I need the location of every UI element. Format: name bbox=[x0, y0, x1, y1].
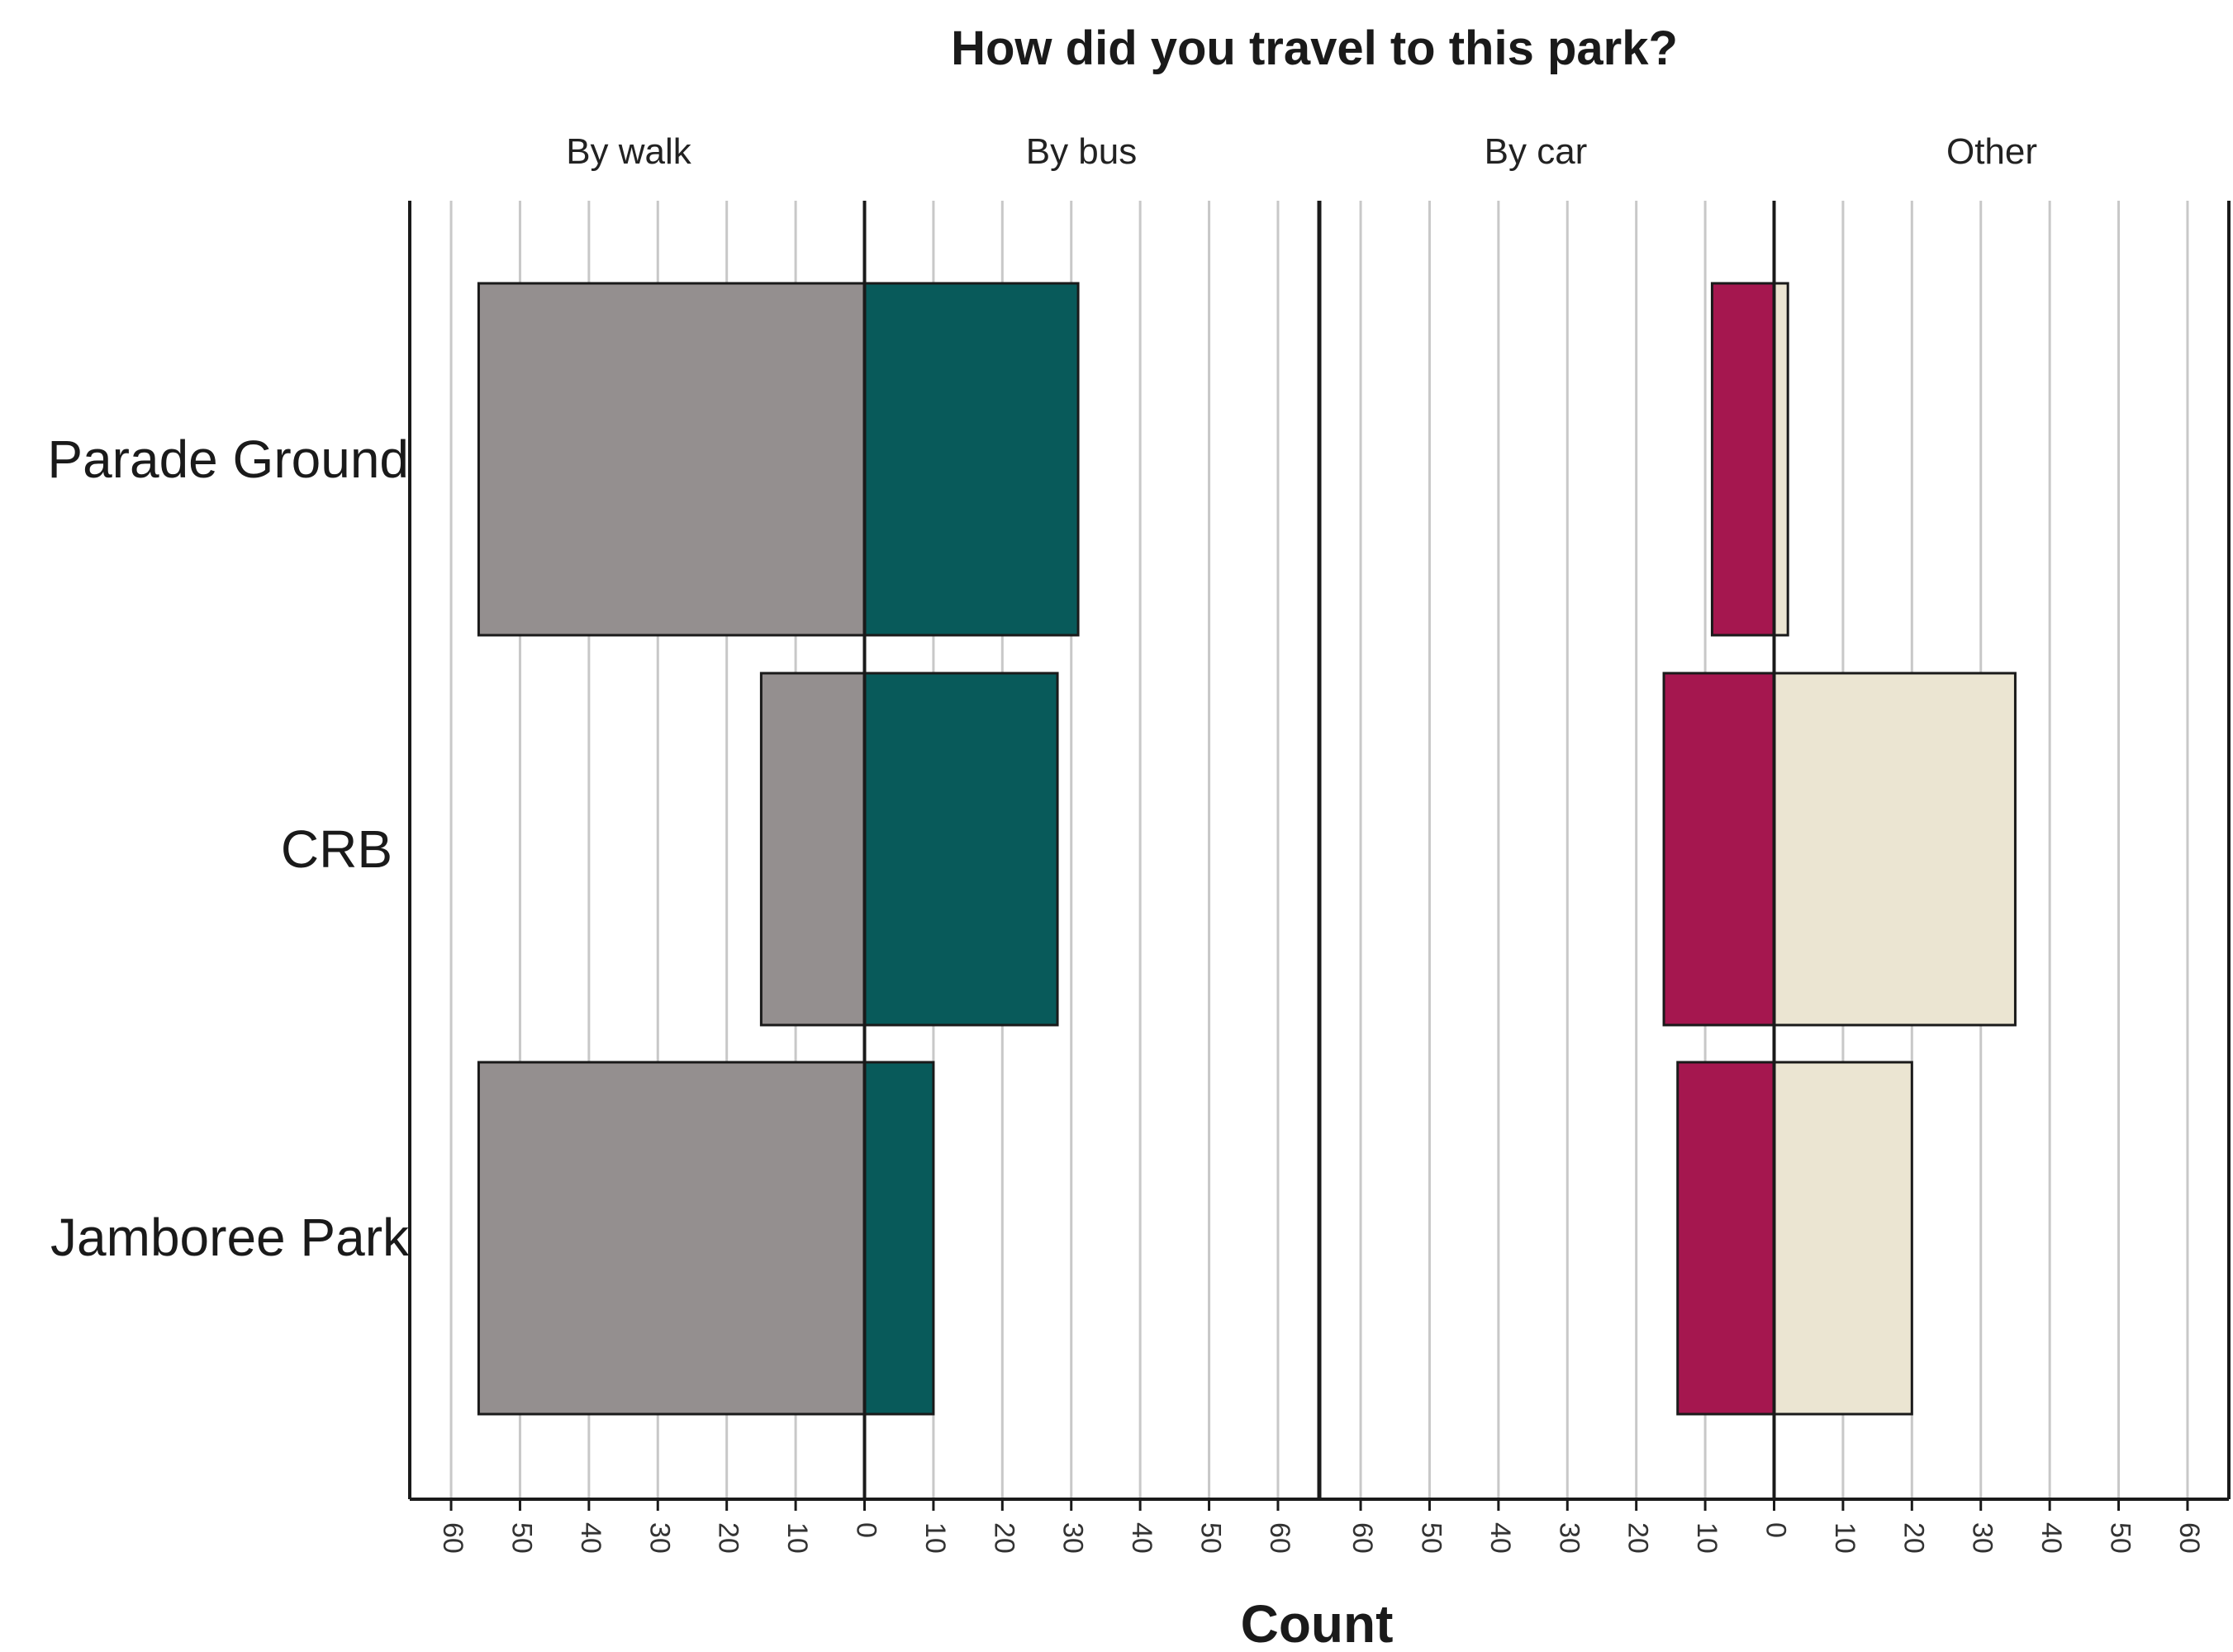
tick-label: 20 bbox=[1898, 1522, 1929, 1554]
tick-label: 60 bbox=[1347, 1522, 1378, 1554]
tick-label: 40 bbox=[575, 1522, 606, 1554]
x-axis-label: Count bbox=[1241, 1594, 1394, 1652]
tick-label: 0 bbox=[1760, 1522, 1792, 1538]
tick-label: 10 bbox=[1691, 1522, 1722, 1554]
bar-by-walk bbox=[761, 673, 864, 1025]
tick-label: 30 bbox=[1057, 1522, 1089, 1554]
tick-label: 20 bbox=[1622, 1522, 1654, 1554]
panel-label-by-car: By car bbox=[1485, 131, 1588, 172]
panel-label-other: Other bbox=[1946, 131, 2037, 172]
tick-label: 10 bbox=[919, 1522, 951, 1554]
tick-label: 60 bbox=[437, 1522, 468, 1554]
bar-by-walk bbox=[478, 1062, 864, 1414]
bar-by-car bbox=[1712, 283, 1774, 635]
bar-other bbox=[1775, 673, 2016, 1025]
tick-label: 20 bbox=[988, 1522, 1019, 1554]
tick-label: 20 bbox=[713, 1522, 744, 1554]
bar-by-walk bbox=[478, 283, 864, 635]
panel-label-by-walk: By walk bbox=[566, 131, 692, 172]
bar-by-car bbox=[1664, 673, 1774, 1025]
x-ticks: 60 50 40 30 20 10 0 10 20 30 40 50 60 60 50 40 30 20 10 0 10… bbox=[437, 1499, 2205, 1554]
tick-label: 50 bbox=[1195, 1522, 1227, 1554]
tick-label: 30 bbox=[1553, 1522, 1584, 1554]
category-label-jamboree-park: Jamboree Park bbox=[50, 1208, 410, 1267]
tick-label: 50 bbox=[506, 1522, 537, 1554]
tick-label: 10 bbox=[1829, 1522, 1860, 1554]
bar-by-bus bbox=[865, 1062, 934, 1414]
bar-by-bus bbox=[865, 283, 1079, 635]
bar-by-bus bbox=[865, 673, 1058, 1025]
tick-label: 40 bbox=[1485, 1522, 1516, 1554]
tick-label: 50 bbox=[1415, 1522, 1447, 1554]
tick-label: 60 bbox=[1264, 1522, 1295, 1554]
tick-label: 60 bbox=[2174, 1522, 2205, 1554]
bar-other bbox=[1775, 1062, 1912, 1414]
bar-by-car bbox=[1678, 1062, 1775, 1414]
category-label-parade-ground: Parade Ground bbox=[47, 430, 409, 489]
panel-label-by-bus: By bus bbox=[1026, 131, 1138, 172]
chart-title: How did you travel to this park? bbox=[951, 21, 1678, 75]
tick-label: 50 bbox=[2105, 1522, 2136, 1554]
tick-label: 40 bbox=[1126, 1522, 1157, 1554]
tick-label: 0 bbox=[851, 1522, 882, 1538]
bar-other bbox=[1775, 283, 1789, 635]
tick-label: 30 bbox=[644, 1522, 675, 1554]
tick-label: 30 bbox=[1967, 1522, 1998, 1554]
category-label-crb: CRB bbox=[281, 819, 392, 879]
bars bbox=[478, 283, 2015, 1414]
tick-label: 10 bbox=[782, 1522, 813, 1554]
tick-label: 40 bbox=[2036, 1522, 2067, 1554]
